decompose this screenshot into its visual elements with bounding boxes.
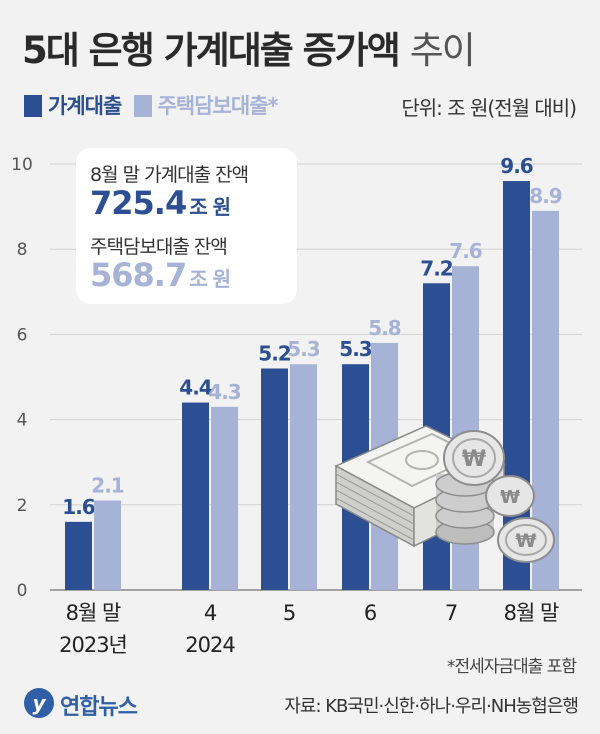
household-balance-unit: 조 원 xyxy=(189,195,231,219)
bar-household-0 xyxy=(65,521,92,590)
value-label-mortgage-1: 4.3 xyxy=(208,380,241,404)
bar-mortgage-1 xyxy=(211,406,238,590)
unit-label: 단위: 조 원(전월 대비) xyxy=(401,96,577,120)
value-label-household-1: 4.4 xyxy=(179,376,212,400)
yonhap-logo-text: 연합뉴스 xyxy=(60,695,138,720)
footnote: *전세자금대출 포함 xyxy=(446,657,577,677)
x-tick-label-4: 7 xyxy=(445,601,457,625)
x-tick-label-2: 5 xyxy=(283,601,295,625)
chart-title: 5대 은행 가계대출 증가액 추이 xyxy=(22,20,476,74)
x-tick-label-5: 8월 말 xyxy=(504,601,559,625)
y-tick-label-4: 4 xyxy=(17,411,28,431)
svg-text:₩: ₩ xyxy=(462,447,486,472)
value-label-mortgage-5: 8.9 xyxy=(529,184,562,208)
value-label-household-5: 9.6 xyxy=(500,154,533,178)
svg-text:₩: ₩ xyxy=(500,487,520,508)
yonhap-logo: y 연합뉴스 xyxy=(24,686,184,722)
legend-item-mortgage: 주택담보대출* xyxy=(133,94,279,118)
x-tick-sublabel-0: 2023년 xyxy=(59,633,127,657)
x-tick-label-0: 8월 말 xyxy=(66,601,121,625)
value-label-mortgage-2: 5.3 xyxy=(287,337,320,361)
legend: 가계대출 주택담보대출* xyxy=(24,90,284,120)
value-label-household-4: 7.2 xyxy=(420,256,453,280)
bar-household-1 xyxy=(182,402,209,590)
y-tick-label-8: 8 xyxy=(17,240,28,260)
coin-stack-icon: ₩ ₩ ₩ xyxy=(435,430,555,563)
bar-mortgage-2 xyxy=(290,364,317,590)
balance-info-box: 8월 말 가계대출 잔액 725.4 조 원 주택담보대출 잔액 568.7 조 원 xyxy=(76,148,297,304)
value-label-household-2: 5.2 xyxy=(258,341,291,365)
svg-text:₩: ₩ xyxy=(516,530,537,552)
y-tick-label-6: 6 xyxy=(17,325,28,345)
yonhap-logo-icon: y xyxy=(24,688,54,718)
x-tick-sublabel-1: 2024 xyxy=(185,633,235,657)
title-light: 추이 xyxy=(409,29,476,72)
value-label-household-0: 1.6 xyxy=(62,495,95,519)
title-bold: 5대 은행 가계대출 증가액 xyxy=(22,29,401,72)
value-label-household-3: 5.3 xyxy=(339,337,372,361)
x-tick-label-1: 4 xyxy=(204,601,217,625)
mortgage-balance-number: 568.7 xyxy=(90,256,187,294)
household-balance-value: 725.4 조 원 xyxy=(90,184,231,222)
household-balance-number: 725.4 xyxy=(90,184,187,222)
mortgage-balance-label: 주택담보대출 잔액 xyxy=(90,236,228,258)
legend-item-household: 가계대출 xyxy=(24,94,122,118)
mortgage-balance-value: 568.7 조 원 xyxy=(90,256,231,294)
x-tick-label-3: 6 xyxy=(364,601,377,625)
legend-label-mortgage: 주택담보대출* xyxy=(157,94,279,118)
money-illustration-icon: ₩ ₩ ₩ xyxy=(334,425,555,563)
y-tick-label-0: 0 xyxy=(17,581,28,601)
household-balance-label: 8월 말 가계대출 잔액 xyxy=(90,164,249,186)
y-tick-label-2: 2 xyxy=(17,496,28,516)
legend-label-household: 가계대출 xyxy=(48,94,122,118)
y-tick-label-10: 10 xyxy=(11,155,33,175)
value-label-mortgage-0: 2.1 xyxy=(91,474,124,498)
bar-household-2 xyxy=(261,368,288,590)
mortgage-balance-unit: 조 원 xyxy=(189,267,231,291)
bar-mortgage-0 xyxy=(94,500,121,590)
source-credit: 자료: KB국민·신한·하나·우리·NH농협은행 xyxy=(284,696,579,717)
value-label-mortgage-3: 5.8 xyxy=(368,316,401,340)
value-label-mortgage-4: 7.6 xyxy=(449,239,482,263)
legend-swatch-household xyxy=(24,95,42,117)
legend-swatch-mortgage xyxy=(133,95,152,117)
